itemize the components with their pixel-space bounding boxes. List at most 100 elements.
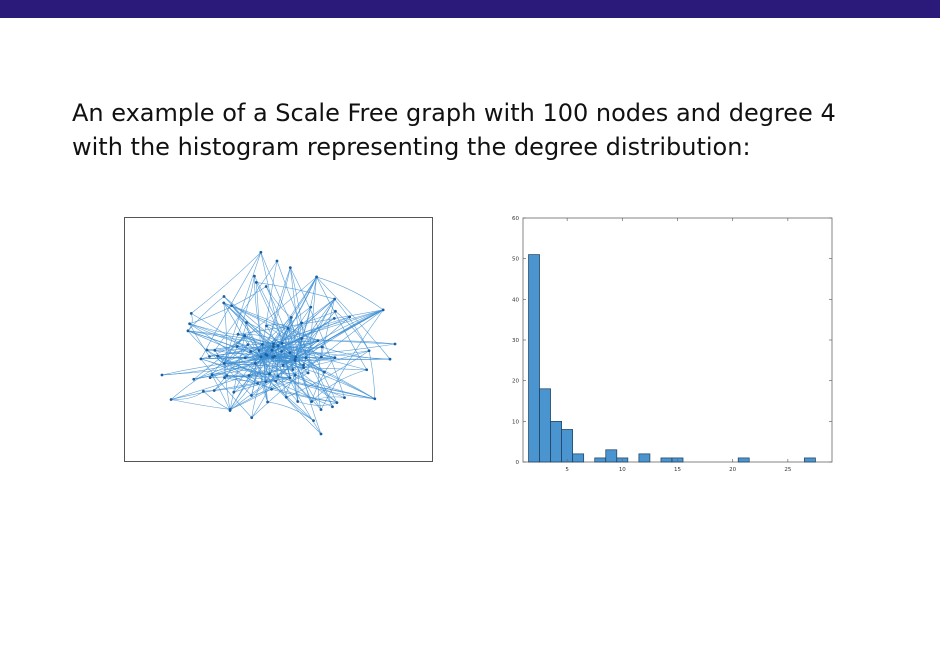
graph-node (319, 432, 323, 436)
graph-edge (251, 316, 350, 396)
graph-node (319, 355, 323, 359)
graph-node (312, 419, 315, 423)
graph-edge (321, 298, 335, 358)
graph-edge (223, 363, 231, 411)
graph-edge (238, 309, 384, 335)
graph-node (334, 309, 337, 313)
graph-edge (265, 286, 292, 318)
graph-edge (303, 357, 335, 368)
graph-edge (260, 260, 278, 357)
y-tick-label: 20 (512, 379, 519, 385)
graph-node (253, 274, 256, 278)
graph-node (289, 316, 293, 319)
histogram-bar (539, 388, 551, 463)
graph-node (270, 387, 273, 391)
graph-edge (301, 338, 396, 345)
graph-node (265, 353, 269, 357)
graph-node (296, 400, 300, 403)
graph-node (243, 334, 247, 338)
graph-edge (251, 356, 275, 418)
y-tick-label: 30 (512, 338, 519, 344)
graph-edge (214, 377, 291, 391)
graph-node (388, 357, 392, 361)
graph-edge (266, 325, 297, 357)
graph-edge (269, 306, 312, 374)
graph-node (243, 356, 247, 360)
graph-edge (281, 298, 335, 352)
graph-edge (189, 286, 267, 325)
graph-edge (256, 282, 335, 300)
graph-edge (316, 276, 367, 370)
graph-edge (229, 355, 268, 410)
graph-node (250, 394, 253, 397)
graph-node (304, 356, 308, 360)
graph-node (201, 389, 205, 393)
graph-node (310, 400, 314, 404)
graph-edge (200, 358, 252, 418)
graph-node (186, 329, 190, 333)
network-graph-plot (160, 250, 397, 436)
graph-node (188, 322, 192, 326)
histogram-bar (550, 420, 562, 463)
graph-edge (311, 357, 336, 402)
graph-node (259, 250, 263, 254)
graph-edge (161, 356, 296, 376)
graph-edge (295, 311, 336, 358)
graph-edge (229, 335, 245, 411)
graph-edge (233, 356, 262, 393)
y-tick-label: 60 (512, 216, 519, 222)
graph-node (273, 354, 276, 358)
graph-node (300, 321, 303, 325)
graph-node (247, 374, 251, 377)
graph-node (225, 374, 229, 377)
graph-node (315, 275, 318, 279)
y-tick-label: 10 (512, 419, 519, 425)
graph-edge (303, 350, 370, 368)
graph-edge (170, 360, 296, 400)
graph-edge (368, 350, 376, 399)
graph-node (266, 400, 270, 404)
graph-edge (322, 346, 391, 360)
graph-node (381, 308, 385, 312)
graph-node (294, 355, 298, 359)
slide-text-line-1: An example of a Scale Free graph with 10… (72, 99, 836, 127)
graph-edge (231, 305, 319, 341)
graph-edge (161, 356, 262, 376)
graph-node (250, 416, 254, 420)
histogram-bar (605, 449, 618, 463)
x-tick-label: 10 (619, 467, 626, 473)
graph-edge (203, 390, 231, 410)
graph-node (270, 348, 274, 352)
graph-edge (217, 309, 384, 357)
graph-node (257, 349, 261, 352)
graph-node (333, 356, 337, 360)
graph-edge (226, 375, 375, 400)
graph-node (335, 401, 339, 404)
x-tick-label: 5 (565, 467, 569, 473)
graph-edge (189, 323, 245, 337)
graph-node (367, 349, 371, 353)
graph-edge (200, 252, 262, 360)
graph-node (302, 363, 305, 367)
graph-edge (187, 330, 225, 364)
histogram-bar (561, 429, 574, 463)
graph-node (256, 382, 259, 385)
graph-edge (223, 344, 249, 364)
graph-edge (251, 363, 257, 396)
graph-edge (282, 340, 396, 345)
graph-edge (254, 276, 268, 356)
graph-edge (223, 302, 296, 376)
graph-node (293, 373, 297, 377)
graph-node (272, 342, 275, 346)
graph-edge (294, 309, 384, 360)
graph-edge (262, 343, 304, 368)
graph-edge (251, 351, 282, 418)
graph-edge (259, 356, 268, 403)
graph-node (333, 297, 337, 301)
graph-edge (213, 344, 249, 391)
graph-node (365, 368, 369, 372)
graph-node (160, 373, 164, 377)
graph-edge (171, 399, 231, 410)
graph-edge (200, 358, 258, 384)
graph-edge (276, 260, 338, 403)
